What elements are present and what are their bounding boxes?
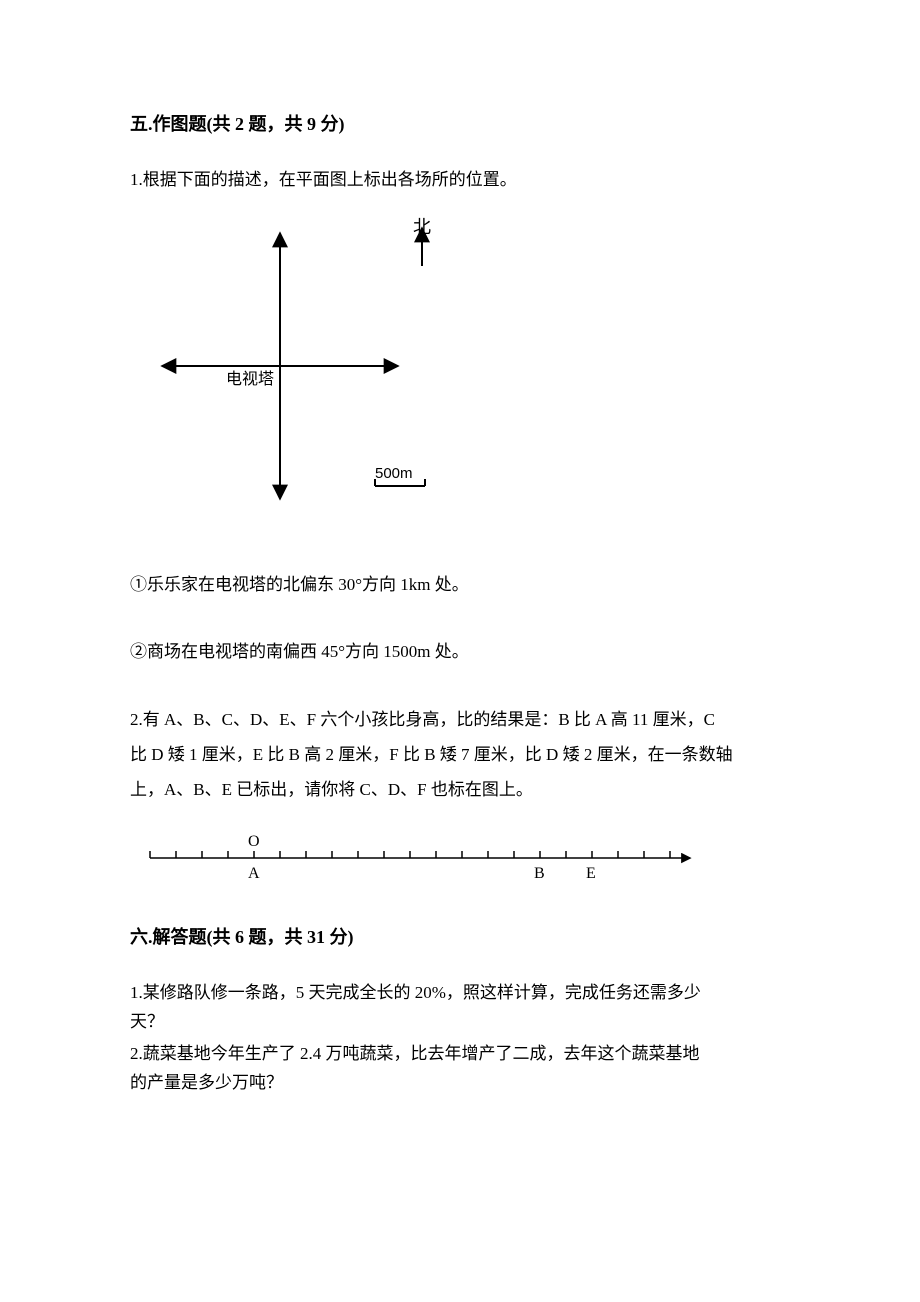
svg-text:北: 北	[413, 217, 431, 237]
section-header-drawing: 五.作图题(共 2 题，共 9 分)	[130, 110, 800, 136]
q1-diagram: 电视塔 北 500m	[140, 211, 800, 531]
solve-q2-line2: 的产量是多少万吨？	[130, 1069, 800, 1096]
q2-line3: 上，A、B、E 已标出，请你将 C、D、F 也标在图上。	[130, 776, 800, 803]
svg-text:500m: 500m	[375, 465, 413, 482]
section-header-solve: 六.解答题(共 6 题，共 31 分)	[130, 923, 800, 949]
q2-line2: 比 D 矮 1 厘米，E 比 B 高 2 厘米，F 比 B 矮 7 厘米，比 D…	[130, 741, 800, 768]
solve-q1-line1: 1.某修路队修一条路，5 天完成全长的 20%，照这样计算，完成任务还需多少	[130, 979, 800, 1006]
q2-numberline: OA B E	[140, 823, 800, 893]
solve-q1-line2: 天？	[130, 1008, 800, 1035]
q1-sub2: ②商场在电视塔的南偏西 45°方向 1500m 处。	[130, 638, 800, 665]
solve-q2-line1: 2.蔬菜基地今年生产了 2.4 万吨蔬菜，比去年增产了二成，去年这个蔬菜基地	[130, 1040, 800, 1067]
svg-text:A: A	[248, 865, 260, 882]
q1-sub1: ①乐乐家在电视塔的北偏东 30°方向 1km 处。	[130, 571, 800, 598]
solve-q2: 2.蔬菜基地今年生产了 2.4 万吨蔬菜，比去年增产了二成，去年这个蔬菜基地 的…	[130, 1040, 800, 1096]
svg-text:B: B	[534, 865, 545, 882]
svg-text:O: O	[248, 833, 260, 850]
solve-q1: 1.某修路队修一条路，5 天完成全长的 20%，照这样计算，完成任务还需多少 天…	[130, 979, 800, 1035]
drawing-q1: 1.根据下面的描述，在平面图上标出各场所的位置。 电视塔 北 500m ①乐乐家在电…	[130, 166, 800, 666]
svg-text:E: E	[586, 865, 596, 882]
q1-intro: 1.根据下面的描述，在平面图上标出各场所的位置。	[130, 166, 800, 193]
svg-text:电视塔: 电视塔	[226, 370, 274, 388]
q2-line1: 2.有 A、B、C、D、E、F 六个小孩比身高，比的结果是：B 比 A 高 11…	[130, 706, 800, 733]
drawing-q2: 2.有 A、B、C、D、E、F 六个小孩比身高，比的结果是：B 比 A 高 11…	[130, 706, 800, 894]
